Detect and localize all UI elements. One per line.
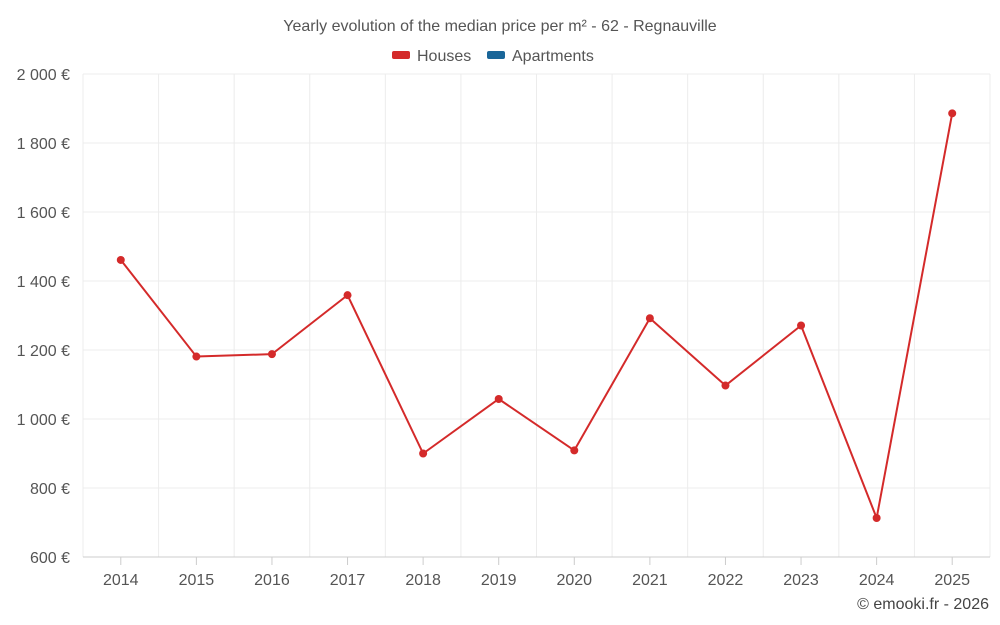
x-tick-marks [120, 557, 953, 565]
legend-swatch-houses [392, 51, 410, 59]
credit-text: © emooki.fr - 2026 [857, 596, 989, 613]
x-tick-label: 2020 [556, 572, 592, 589]
x-tick-label: 2022 [708, 572, 744, 589]
y-tick-label: 600 € [30, 550, 70, 567]
data-point-houses-2022[interactable] [721, 381, 730, 390]
legend-swatch-apartments [487, 51, 505, 59]
x-tick-label: 2015 [179, 572, 215, 589]
x-gridlines [82, 74, 991, 557]
legend-item-houses[interactable]: Houses [392, 48, 471, 65]
legend-label-apartments: Apartments [512, 48, 594, 65]
x-tick-labels: 2014 2015 2016 2017 2018 2019 2020 2021 2022 2023… [103, 572, 970, 589]
y-tick-label: 1 000 € [17, 412, 70, 429]
legend-label-houses: Houses [417, 48, 471, 65]
y-tick-label: 1 200 € [17, 343, 70, 360]
y-tick-label: 2 000 € [17, 67, 70, 84]
x-tick-label: 2017 [330, 572, 366, 589]
x-tick-label: 2014 [103, 572, 139, 589]
data-point-houses-2016[interactable] [267, 350, 276, 359]
y-tick-label: 800 € [30, 481, 70, 498]
x-tick-label: 2023 [783, 572, 819, 589]
y-tick-label: 1 400 € [17, 274, 70, 291]
data-point-houses-2014[interactable] [116, 255, 125, 264]
data-point-houses-2021[interactable] [645, 314, 654, 323]
y-tick-label: 1 600 € [17, 205, 70, 222]
x-tick-label: 2021 [632, 572, 668, 589]
data-point-houses-2017[interactable] [343, 291, 352, 300]
data-point-houses-2020[interactable] [570, 446, 579, 455]
data-point-houses-2015[interactable] [192, 352, 201, 361]
legend-item-apartments[interactable]: Apartments [487, 48, 594, 65]
x-tick-label: 2019 [481, 572, 517, 589]
series-layer [116, 109, 957, 523]
chart-title: Yearly evolution of the median price per… [283, 18, 717, 35]
x-tick-label: 2024 [859, 572, 895, 589]
legend: Houses Apartments [392, 48, 594, 65]
data-point-houses-2025[interactable] [948, 109, 957, 118]
x-tick-label: 2018 [405, 572, 441, 589]
data-point-houses-2018[interactable] [419, 449, 428, 458]
data-point-houses-2023[interactable] [797, 321, 806, 330]
data-point-houses-2019[interactable] [494, 394, 503, 403]
x-tick-label: 2025 [934, 572, 970, 589]
x-tick-label: 2016 [254, 572, 290, 589]
y-tick-labels: 600 € 800 € 1 000 € 1 200 € 1 400 € 1 600 € 1 … [17, 67, 70, 567]
y-tick-label: 1 800 € [17, 136, 70, 153]
data-point-houses-2024[interactable] [872, 514, 881, 523]
series-line-houses [120, 113, 954, 520]
